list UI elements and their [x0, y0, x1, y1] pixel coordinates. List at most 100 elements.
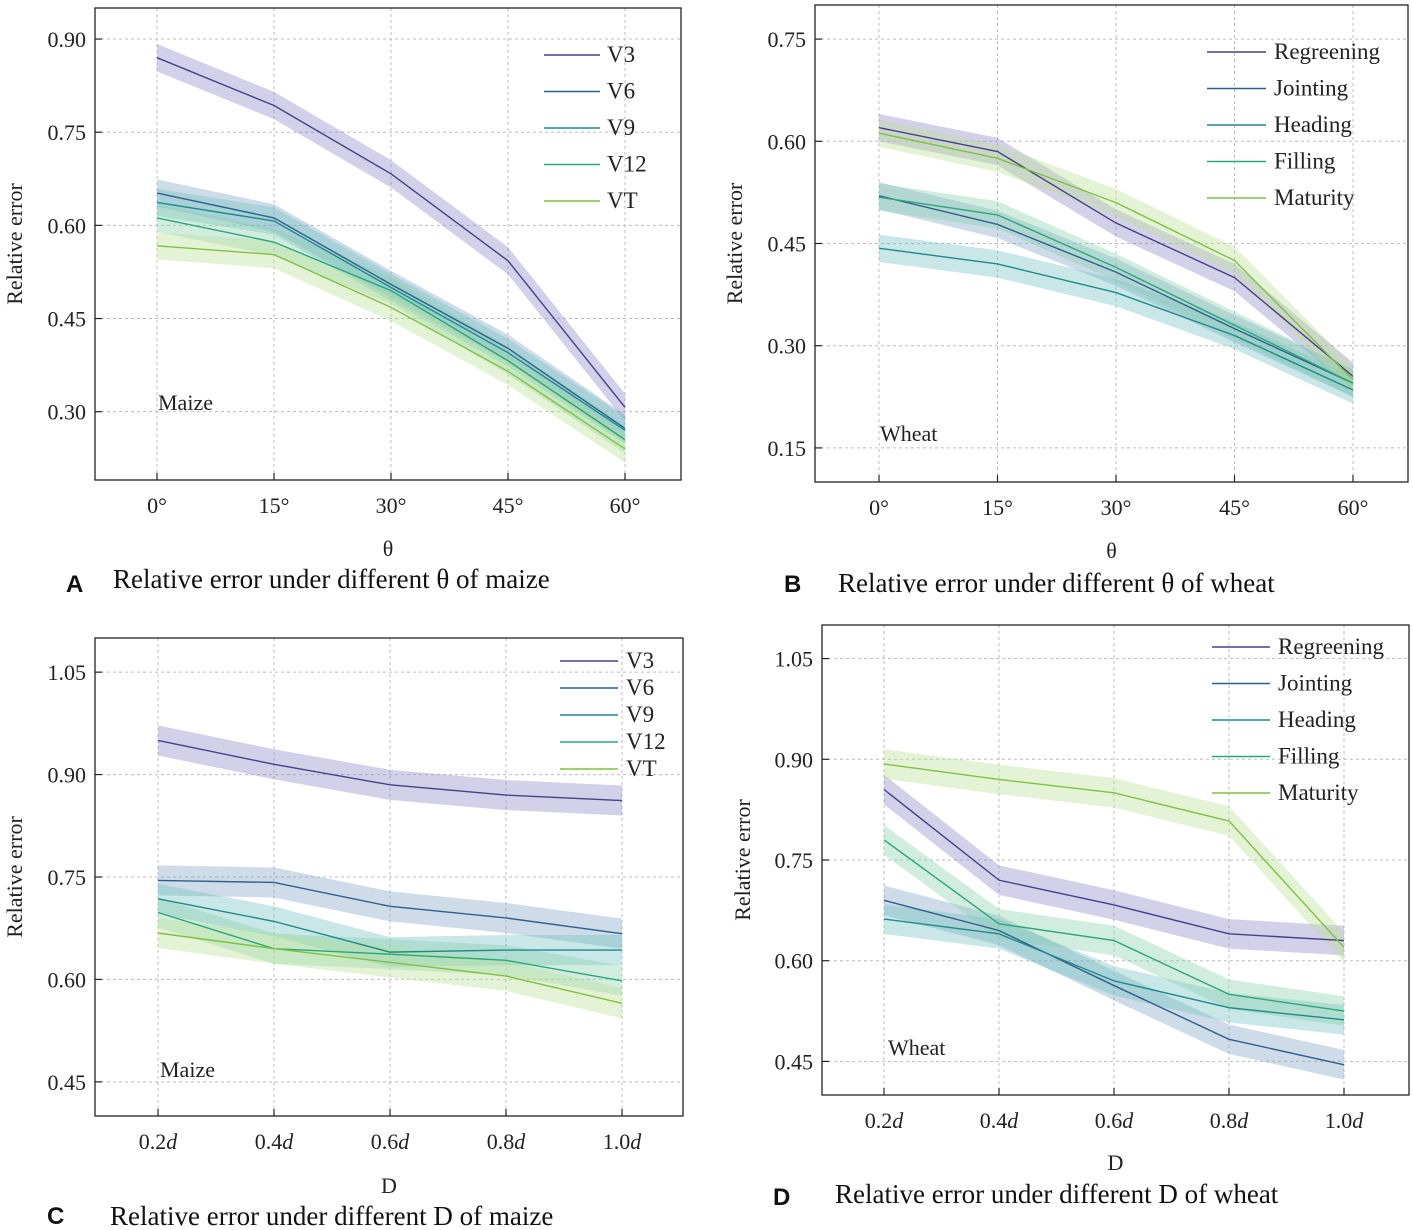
y-tick-label: 0.45: [775, 1049, 814, 1074]
legend-item: Regreening: [1207, 39, 1381, 64]
panel-letter: D: [773, 1184, 790, 1211]
panel-caption: Relative error under different θ of maiz…: [113, 564, 550, 594]
y-tick-label: 0.90: [48, 27, 87, 52]
legend-label: V6: [626, 675, 654, 700]
y-tick-label: 0.45: [768, 232, 807, 257]
grid: [822, 625, 1409, 1095]
panel-caption: Relative error under different D of maiz…: [110, 1201, 553, 1230]
y-tick-label: 0.30: [768, 334, 807, 359]
legend-label: V6: [607, 79, 635, 104]
legend-item: Jointing: [1212, 671, 1353, 696]
y-axis: 0.15 0.30 0.45 0.60 0.75: [768, 27, 822, 461]
x-tick-label: 60°: [1338, 495, 1369, 520]
band-v3: [158, 725, 622, 816]
y-axis: 0.30 0.45 0.60 0.75 0.90: [48, 27, 102, 425]
crop-annotation: Wheat: [880, 421, 937, 446]
x-axis-label: D: [381, 1173, 397, 1198]
y-tick-label: 0.75: [48, 865, 87, 890]
legend-label: V3: [626, 648, 654, 673]
legend-item: V12: [560, 729, 666, 754]
line-v9: [156, 201, 626, 431]
line-vt: [156, 245, 626, 450]
x-axis: 0.2d 0.4d 0.6d 0.8d 1.0d: [139, 1109, 643, 1154]
x-tick-label: 30°: [1101, 495, 1132, 520]
y-axis-label: Relative error: [722, 182, 747, 304]
y-tick-label: 0.60: [48, 213, 87, 238]
legend-label: Heading: [1278, 707, 1356, 732]
line-v12: [157, 911, 623, 982]
legend-label: Regreening: [1278, 634, 1385, 659]
y-axis-label: Relative error: [2, 183, 27, 305]
x-tick-label: 45°: [493, 493, 524, 518]
band-heading: [884, 904, 1344, 1035]
band-regreening: [879, 114, 1353, 391]
legend-item: Heading: [1212, 707, 1356, 732]
legend-label: Maturity: [1274, 185, 1355, 210]
legend-label: Filling: [1274, 149, 1336, 174]
confidence-bands: [157, 44, 625, 463]
legend-item: V6: [560, 675, 654, 700]
band-v12: [158, 897, 622, 996]
grid: [95, 638, 683, 1116]
legend: Regreening Jointing Heading Filling Maturity: [1212, 634, 1385, 805]
legend-label: Heading: [1274, 112, 1352, 137]
legend-label: V9: [607, 115, 635, 140]
legend-item: V9: [544, 115, 635, 140]
series-lines: [883, 763, 1345, 1066]
legend: Regreening Jointing Heading Filling Maturity: [1207, 39, 1381, 210]
x-tick-label: 60°: [610, 493, 641, 518]
x-tick-label: 15°: [982, 495, 1013, 520]
y-tick-label: 0.45: [48, 307, 87, 332]
y-tick-label: 0.90: [48, 763, 87, 788]
legend-item: Filling: [1212, 744, 1340, 769]
x-tick-label: 1.0d: [1325, 1108, 1365, 1133]
line-vt: [157, 932, 623, 1005]
crop-annotation: Maize: [160, 1057, 215, 1082]
panel-letter: B: [784, 571, 801, 598]
line-maturity: [878, 132, 1354, 381]
line-filling: [883, 839, 1345, 1012]
panel-b: 0.15 0.30 0.45 0.60 0.75 0° 15° 30° 45° 60° Relati…: [722, 4, 1409, 598]
legend-label: VT: [626, 756, 657, 781]
legend-item: VT: [544, 188, 638, 213]
y-tick-label: 0.15: [768, 436, 807, 461]
x-axis-label: θ: [383, 536, 394, 561]
band-v12: [157, 204, 625, 454]
x-tick-label: 1.0d: [603, 1129, 643, 1154]
y-axis: 0.45 0.60 0.75 0.90 1.05: [48, 660, 102, 1095]
line-filling: [878, 196, 1354, 384]
x-axis-label: D: [1108, 1150, 1124, 1175]
panel-d: 0.45 0.60 0.75 0.90 1.05 0.2d 0.4d 0.6d 0.8d 1.0d…: [730, 624, 1410, 1211]
legend-label: V3: [607, 42, 635, 67]
line-regreening: [883, 788, 1345, 942]
x-tick-label: 0.6d: [1095, 1108, 1135, 1133]
band-v9: [157, 188, 625, 444]
band-heading: [879, 234, 1353, 404]
y-axis-label: Relative error: [2, 816, 27, 938]
line-v6: [157, 879, 623, 935]
y-tick-label: 1.05: [775, 647, 814, 672]
band-v6: [157, 179, 625, 443]
y-tick-label: 0.60: [768, 129, 807, 154]
series-lines: [878, 126, 1354, 391]
x-tick-label: 0.4d: [255, 1129, 295, 1154]
legend: V3 V6 V9 V12 VT: [544, 42, 647, 213]
y-tick-label: 0.60: [775, 949, 814, 974]
grid: [815, 5, 1408, 482]
grid: [95, 8, 681, 480]
legend-item: V6: [544, 79, 635, 104]
legend-label: Jointing: [1278, 671, 1353, 696]
panel-c: 0.45 0.60 0.75 0.90 1.05 0.2d 0.4d 0.6d 0.8d 1.0d…: [2, 637, 684, 1230]
series-lines: [157, 739, 623, 1005]
x-tick-label: 0.2d: [139, 1129, 179, 1154]
legend-label: V12: [626, 729, 666, 754]
y-tick-label: 0.75: [48, 120, 87, 145]
band-v3: [157, 44, 625, 421]
legend-item: Heading: [1207, 112, 1352, 137]
legend-item: Maturity: [1212, 780, 1359, 805]
legend-item: Regreening: [1212, 634, 1385, 659]
y-axis: 0.45 0.60 0.75 0.90 1.05: [775, 647, 829, 1074]
x-tick-label: 0.4d: [980, 1108, 1020, 1133]
legend-label: Maturity: [1278, 780, 1359, 805]
x-tick-label: 0°: [869, 495, 889, 520]
